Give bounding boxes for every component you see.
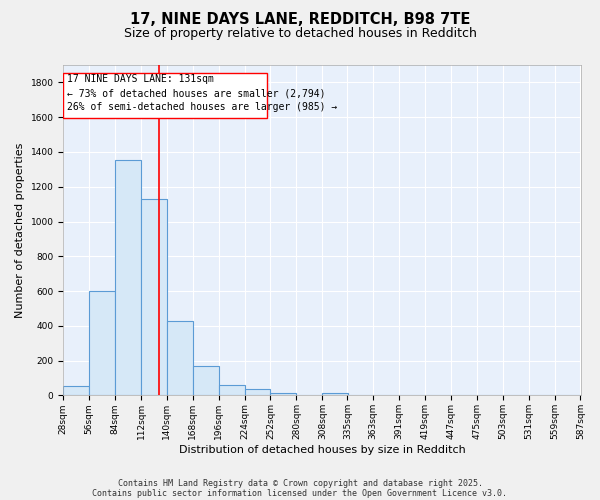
Text: Contains public sector information licensed under the Open Government Licence v3: Contains public sector information licen… — [92, 488, 508, 498]
Bar — [141, 199, 167, 396]
Bar — [89, 291, 115, 396]
Bar — [193, 366, 218, 396]
Bar — [115, 160, 141, 396]
Text: Size of property relative to detached houses in Redditch: Size of property relative to detached ho… — [124, 28, 476, 40]
Bar — [63, 386, 89, 396]
Text: 17, NINE DAYS LANE, REDDITCH, B98 7TE: 17, NINE DAYS LANE, REDDITCH, B98 7TE — [130, 12, 470, 28]
Bar — [271, 393, 296, 396]
Bar — [245, 389, 271, 396]
Y-axis label: Number of detached properties: Number of detached properties — [15, 142, 25, 318]
Bar — [218, 384, 245, 396]
Text: 17 NINE DAYS LANE: 131sqm
← 73% of detached houses are smaller (2,794)
26% of se: 17 NINE DAYS LANE: 131sqm ← 73% of detac… — [67, 74, 337, 112]
Bar — [167, 320, 193, 396]
Text: Contains HM Land Registry data © Crown copyright and database right 2025.: Contains HM Land Registry data © Crown c… — [118, 478, 482, 488]
X-axis label: Distribution of detached houses by size in Redditch: Distribution of detached houses by size … — [179, 445, 466, 455]
Bar — [322, 393, 348, 396]
Bar — [63, 73, 267, 118]
